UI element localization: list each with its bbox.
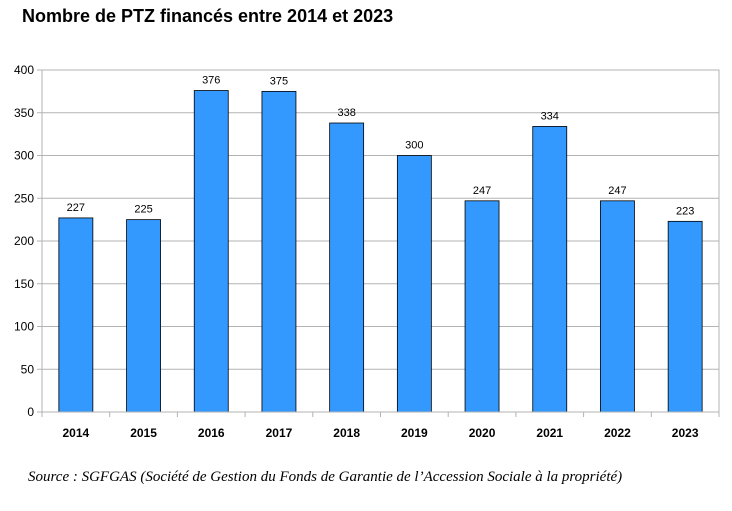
x-tick-label: 2022: [604, 426, 631, 440]
y-tick-label: 350: [14, 106, 34, 120]
data-label: 338: [337, 107, 355, 119]
bar: [600, 200, 635, 413]
bar: [126, 219, 161, 413]
bar: [532, 126, 568, 413]
bar: [261, 90, 297, 413]
bar: [329, 122, 365, 413]
data-label: 247: [473, 185, 491, 197]
x-tick-label: 2019: [401, 426, 428, 440]
data-label: 375: [270, 75, 288, 87]
data-label: 225: [134, 204, 152, 216]
axes: [37, 69, 720, 417]
bar: [396, 155, 432, 413]
x-tick-label: 2016: [198, 426, 225, 440]
y-tick-label: 250: [14, 191, 34, 205]
chart-title: Nombre de PTZ financés entre 2014 et 202…: [22, 6, 394, 26]
data-label: 227: [67, 202, 85, 214]
data-label: 247: [608, 185, 626, 197]
data-label: 334: [541, 110, 559, 122]
x-tick-label: 2018: [333, 426, 360, 440]
y-tick-label: 200: [14, 234, 34, 248]
bar: [464, 200, 500, 413]
x-tick-label: 2014: [62, 426, 89, 440]
x-tick-label: 2021: [536, 426, 563, 440]
data-label: 376: [202, 75, 220, 87]
x-tick-label: 2023: [672, 426, 699, 440]
labels: 0 50 100 150 200 250 300 350 400 227 2014 225 2015 37…: [14, 63, 699, 440]
x-tick-label: 2017: [266, 426, 293, 440]
x-tick-label: 2015: [130, 426, 157, 440]
y-tick-label: 400: [14, 63, 34, 77]
bar: [667, 220, 703, 413]
y-tick-label: 150: [14, 277, 34, 291]
y-tick-label: 100: [14, 320, 34, 334]
bars: [58, 90, 703, 413]
y-tick-label: 0: [27, 405, 34, 419]
y-tick-label: 300: [14, 149, 34, 163]
y-tick-label: 50: [21, 362, 35, 376]
bar: [193, 90, 229, 413]
data-label: 300: [405, 140, 423, 152]
source-note: Source : SGFGAS (Société de Gestion du F…: [28, 469, 623, 485]
x-tick-label: 2020: [469, 426, 496, 440]
data-label: 223: [676, 205, 694, 217]
bar: [58, 217, 94, 413]
